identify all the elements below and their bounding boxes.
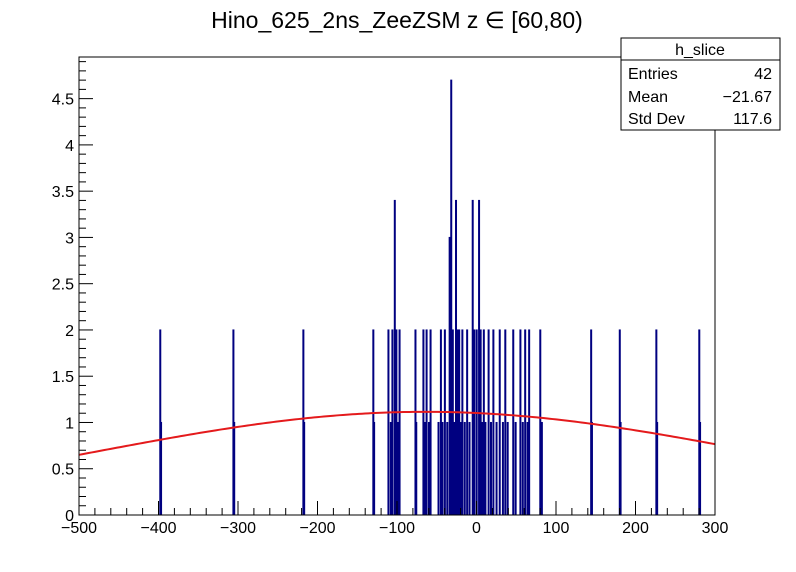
histogram-bar [446,421,449,516]
histogram-bar [398,329,401,516]
histogram-bar [471,199,474,516]
histogram-bar [424,421,427,516]
histogram-bar [590,421,593,516]
y-tick-label: 4 [65,138,74,155]
x-tick-label: −200 [299,520,335,537]
histogram-bar [489,421,492,516]
histogram-bar [501,421,504,516]
y-tick-label: 1.5 [52,369,74,386]
histogram-bar [427,421,430,516]
histogram-bar [504,329,507,516]
stats-stddev-label: Std Dev [628,111,685,128]
histogram-bar [506,421,509,516]
histogram-bar [441,421,444,516]
x-tick-label: −100 [379,520,415,537]
stats-entries-label: Entries [628,66,678,83]
histogram-bar [461,329,464,516]
histogram-bar [473,329,476,516]
histogram-bar [303,421,306,516]
chart-title: Hino_625_2ns_ZeeZSM z ∈ [60,80) [211,7,583,33]
histogram-bar [160,421,163,516]
x-tick-label: 300 [702,520,729,537]
histogram-bar [456,329,459,516]
histogram-bar [415,421,418,516]
histogram-bar [514,421,517,516]
stats-entries-value: 42 [754,66,772,83]
histogram-bar [528,329,531,516]
histogram-bar [475,329,478,516]
histogram-bar [429,329,432,516]
histogram-bar [459,421,462,516]
histogram-bar [482,329,485,516]
fit-curve [78,410,716,456]
histogram-bar [395,329,398,516]
histogram-bar [458,329,461,516]
histogram-bar [481,421,484,516]
stats-title: h_slice [675,42,725,59]
histogram-bar [699,421,702,516]
x-tick-label: −500 [61,520,97,537]
histogram-bar [478,199,481,516]
histogram-bar [487,329,490,516]
histogram-bars [159,79,702,516]
histogram-bar [453,421,456,516]
histogram-bar [451,329,454,516]
x-tick-label: 100 [543,520,570,537]
histogram-bar [387,329,390,516]
histogram-bar [443,329,446,516]
histogram-bar [526,421,529,516]
y-tick-label: 2.5 [52,277,74,294]
stats-mean-value: −21.67 [723,89,772,106]
y-tick-label: 3 [65,230,74,247]
histogram-bar [656,421,659,516]
histogram-bar [539,329,542,516]
histogram-bar [498,329,501,516]
histogram-bar [466,329,469,516]
histogram-bar [468,421,471,516]
histogram-bar [524,329,527,516]
y-tick-label: 0.5 [52,462,74,479]
fit-curve-group [78,410,716,456]
histogram-bar [439,329,442,516]
y-tick-label: 3.5 [52,184,74,201]
y-tick-label: 1 [65,415,74,432]
x-tick-label: 200 [622,520,649,537]
histogram-bar [495,421,498,516]
histogram-bar [479,329,482,516]
histogram-bar [450,79,453,516]
x-tick-label: 0 [472,520,481,537]
axes: −500 −400 −300 −200 −100 0 100 200 300 0 0.5 1 1.5 2 2… [52,56,729,537]
histogram-bar [425,329,428,516]
histogram-bar [396,421,399,516]
histogram-bar [437,421,440,516]
y-tick-label: 2 [65,323,74,340]
histogram-bar [393,199,396,516]
histogram-bar [448,236,451,516]
histogram-bar [540,421,543,516]
histogram-bar [422,329,425,516]
histogram-bar [512,329,515,516]
stats-stddev-value: 117.6 [733,111,772,128]
x-tick-label: −400 [140,520,176,537]
y-tick-label: 4.5 [52,92,74,109]
histogram-bar [233,421,236,516]
y-tick-label: 0 [65,508,74,525]
histogram-bar [389,421,392,516]
histogram-bar [455,199,458,516]
stats-mean-label: Mean [628,89,668,106]
histogram-bar [484,421,487,516]
histogram-bar [391,329,394,516]
x-tick-label: −300 [220,520,256,537]
histogram-bar [519,329,522,516]
histogram-bar [521,421,524,516]
histogram-bar [492,329,495,516]
histogram-bar [619,421,622,516]
histogram-bar [373,421,376,516]
stats-box: h_slice Entries 42 Mean −21.67 Std Dev 1… [620,37,781,131]
histogram-bar [463,421,466,516]
